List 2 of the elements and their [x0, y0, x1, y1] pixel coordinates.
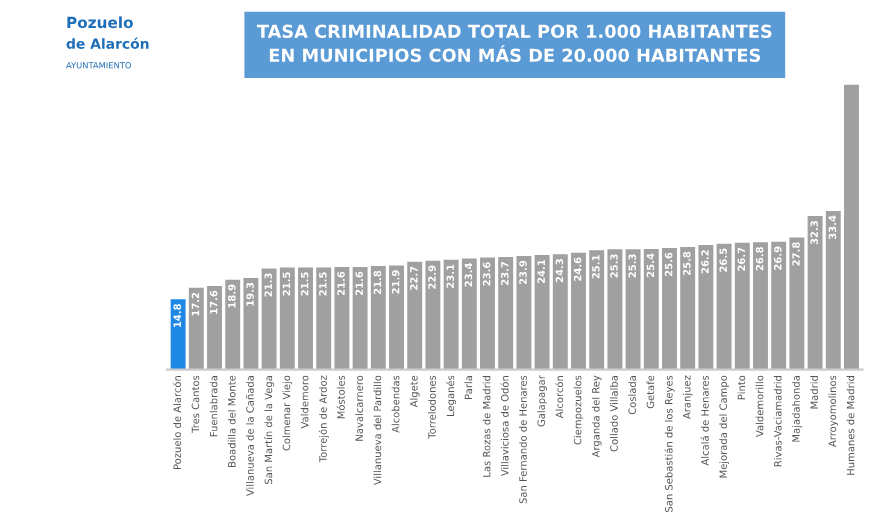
bar: [170, 299, 186, 370]
chart-title: TASA CRIMINALIDAD TOTAL POR 1.000 HABITANTES EN MUNICIPIOS CON MÁS DE 20.000 HABITANTES: [256, 24, 772, 63]
